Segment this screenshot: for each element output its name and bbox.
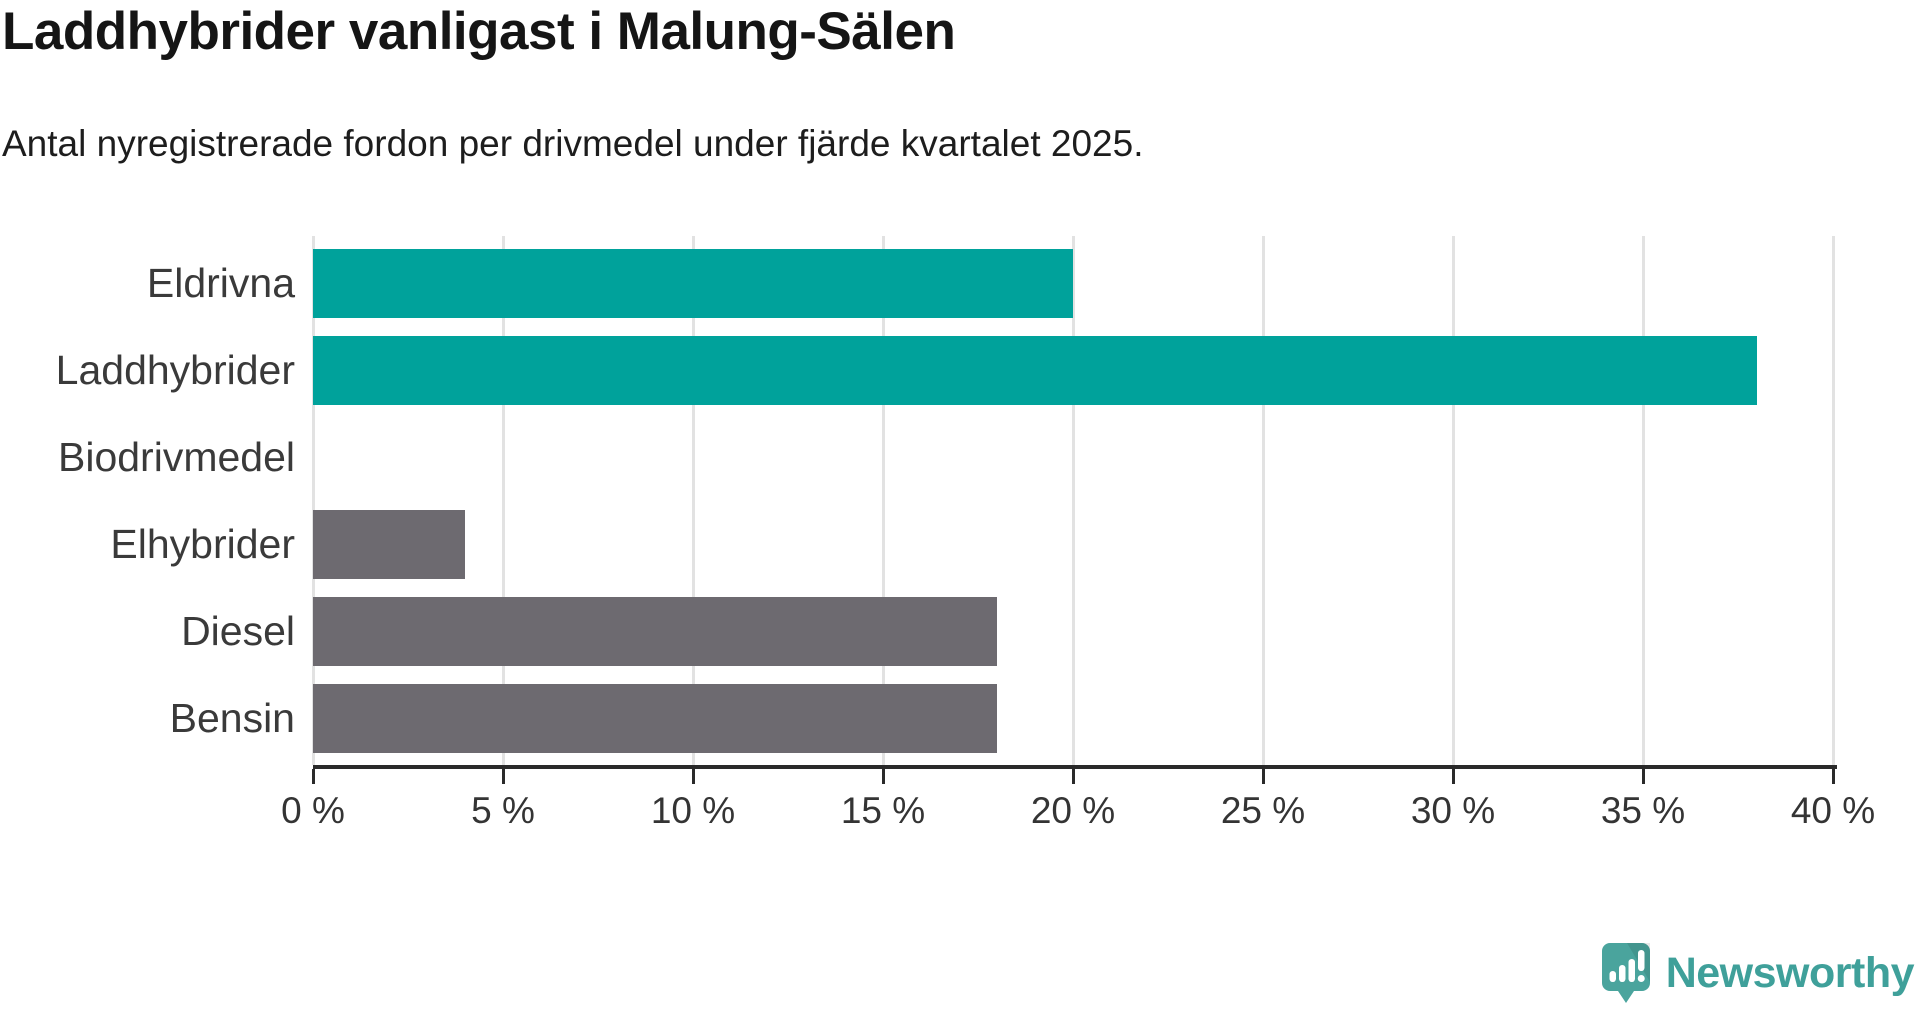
x-axis-line xyxy=(313,765,1837,769)
gridline-0 xyxy=(311,236,315,765)
x-tick-label-0: 0 % xyxy=(281,790,345,831)
bar-diesel xyxy=(313,597,997,666)
x-tick-mark-25 xyxy=(1261,769,1265,784)
x-tick-label-15: 15 % xyxy=(840,790,926,831)
bar-elhybrider xyxy=(313,510,465,579)
x-tick-label-25: 25 % xyxy=(1220,790,1306,831)
x-tick-mark-35 xyxy=(1641,769,1645,784)
x-tick-label-20: 20 % xyxy=(1030,790,1116,831)
x-tick-mark-5 xyxy=(501,769,505,784)
newsworthy-logo-text: Newsworthy xyxy=(1665,948,1915,997)
x-tick-mark-0 xyxy=(311,769,315,784)
plot-area: 0 % 5 % 10 % 15 % 20 % 25 % 30 % 35 % 40 % xyxy=(281,236,1875,831)
gridline-25 xyxy=(1261,236,1265,765)
bar-laddhybrider xyxy=(313,336,1757,405)
gridline-35 xyxy=(1641,236,1645,765)
x-tick-label-30: 30 % xyxy=(1410,790,1496,831)
category-label-diesel: Diesel xyxy=(181,608,295,654)
x-tick-mark-40 xyxy=(1831,769,1835,784)
category-label-eldrivna: Eldrivna xyxy=(146,260,295,306)
x-tick-label-40: 40 % xyxy=(1790,790,1876,831)
x-tick-mark-15 xyxy=(881,769,885,784)
gridline-15 xyxy=(881,236,885,765)
gridline-30 xyxy=(1451,236,1455,765)
chart-title: Laddhybrider vanligast i Malung-Sälen xyxy=(2,2,956,61)
x-tick-label-5: 5 % xyxy=(471,790,535,831)
x-tick-mark-20 xyxy=(1071,769,1075,784)
x-tick-mark-30 xyxy=(1451,769,1455,784)
newsworthy-logo-icon xyxy=(1601,943,1650,1003)
bar-eldrivna xyxy=(313,249,1073,318)
gridline-10 xyxy=(691,236,695,765)
category-label-laddhybrider: Laddhybrider xyxy=(55,347,295,393)
chart-subtitle: Antal nyregistrerade fordon per drivmede… xyxy=(2,123,1144,164)
gridline-5 xyxy=(501,236,505,765)
newsworthy-logo: Newsworthy xyxy=(1601,942,1915,1004)
category-label-bensin: Bensin xyxy=(169,695,295,741)
gridline-20 xyxy=(1071,236,1075,765)
gridline-40 xyxy=(1831,236,1835,765)
x-tick-mark-10 xyxy=(691,769,695,784)
x-tick-label-35: 35 % xyxy=(1600,790,1686,831)
category-label-elhybrider: Elhybrider xyxy=(110,521,295,567)
category-labels: Eldrivna Laddhybrider Biodrivmedel Elhybrid… xyxy=(0,236,295,765)
category-label-biodrivmedel: Biodrivmedel xyxy=(58,434,295,480)
x-tick-label-10: 10 % xyxy=(650,790,736,831)
bar-bensin xyxy=(313,684,997,753)
